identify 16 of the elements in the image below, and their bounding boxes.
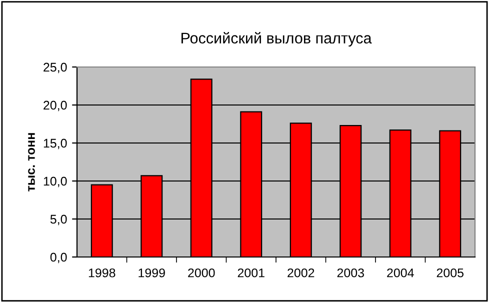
- chart-title: Российский вылов палтуса: [182, 32, 372, 47]
- y-tick-label: 10,0: [44, 176, 67, 188]
- y-tick-label: 0,0: [50, 252, 67, 264]
- y-tick-label: 20,0: [44, 100, 67, 112]
- x-tick-label: 2003: [337, 268, 364, 278]
- x-tick-label: 2001: [238, 268, 264, 278]
- x-tick-label: 1999: [138, 268, 165, 278]
- y-tick-label: 15,0: [44, 138, 67, 150]
- x-tick-label: 2002: [288, 268, 314, 278]
- x-tick-label: 1998: [88, 268, 116, 278]
- x-tick-label: 2005: [436, 268, 464, 278]
- x-tick-label: 2004: [387, 268, 414, 278]
- x-tick-label: 2000: [188, 268, 215, 278]
- y-tick-label: 5,0: [50, 214, 67, 226]
- y-axis-title: тыс. тонн: [28, 133, 35, 192]
- y-tick-label: 25,0: [44, 62, 67, 74]
